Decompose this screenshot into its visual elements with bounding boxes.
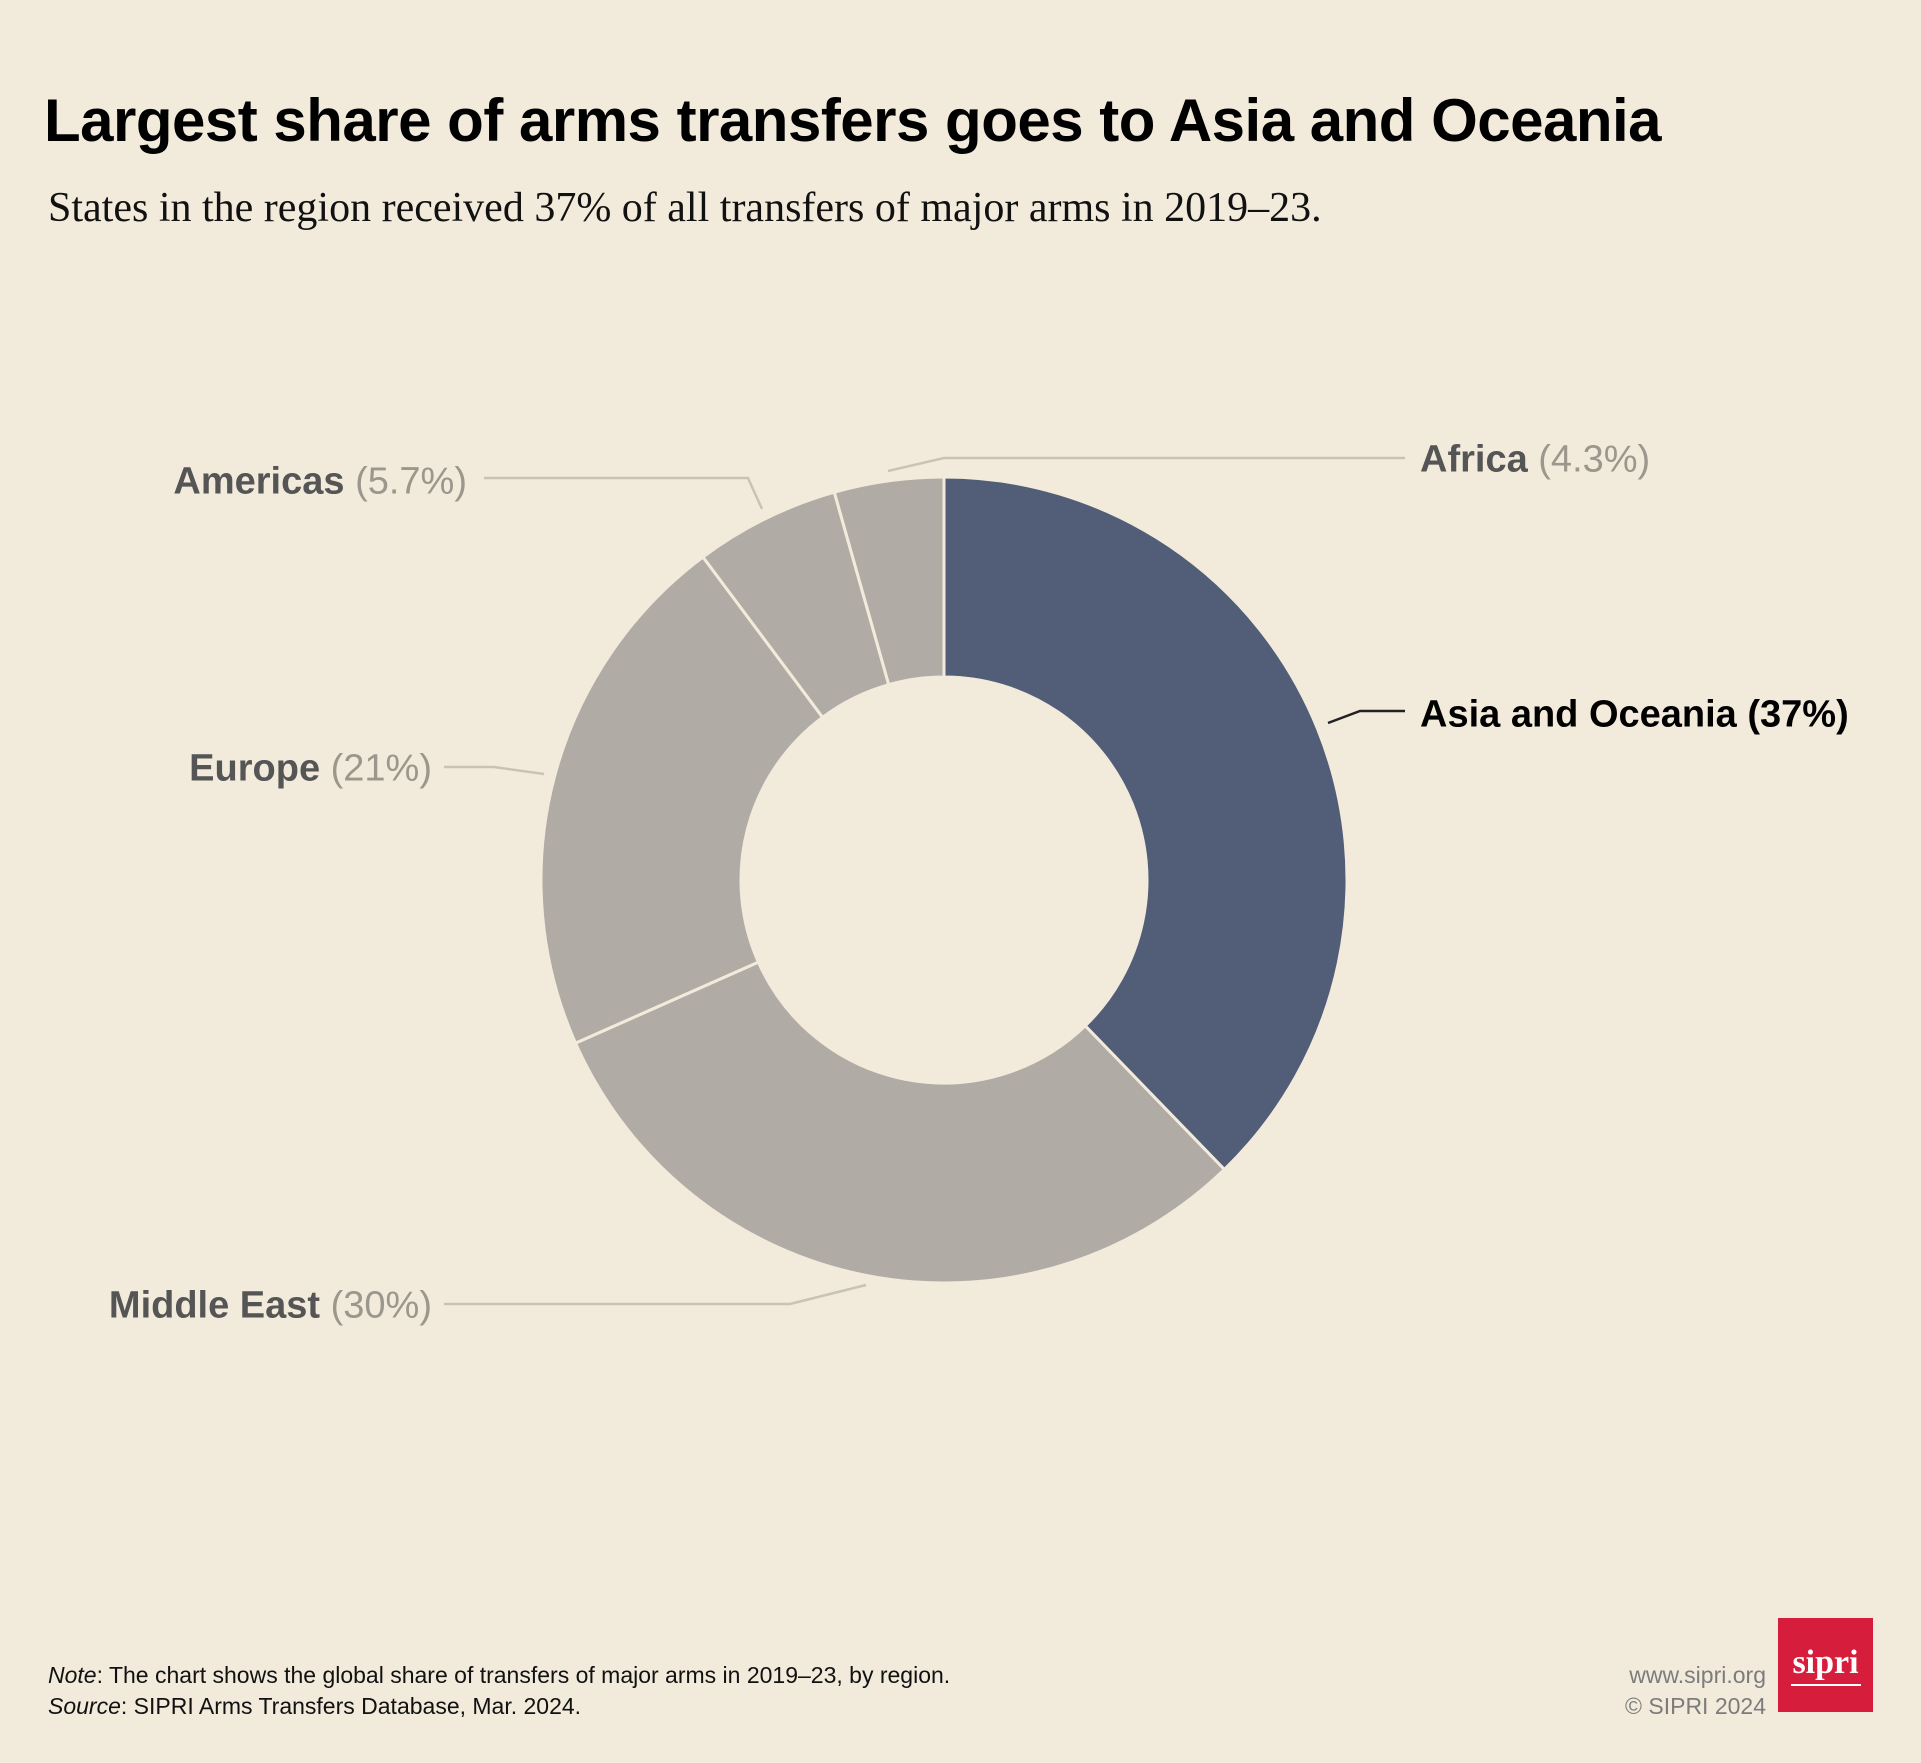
note-label: Note bbox=[48, 1662, 97, 1688]
slice-label-africa: Africa (4.3%) bbox=[1420, 438, 1650, 480]
website-link[interactable]: www.sipri.org bbox=[1629, 1662, 1766, 1688]
leader-line-middle-east bbox=[444, 1283, 867, 1306]
leader-line-africa bbox=[887, 456, 1405, 473]
slice-europe bbox=[539, 554, 825, 1046]
slice-value-asia-and-oceania: (37%) bbox=[1737, 693, 1849, 735]
leader-line-europe bbox=[444, 765, 545, 776]
note-text: : The chart shows the global share of tr… bbox=[96, 1662, 951, 1688]
chart-footer: Note: The chart shows the global share o… bbox=[48, 1660, 950, 1722]
chart-title: Largest share of arms transfers goes to … bbox=[44, 87, 1662, 154]
source-label: Source bbox=[48, 1693, 121, 1719]
slice-label-middle-east: Middle East (30%) bbox=[109, 1284, 432, 1326]
leader-line-americas bbox=[484, 476, 764, 510]
sipri-logo: sipri bbox=[1778, 1618, 1873, 1712]
slice-label-europe: Europe (21%) bbox=[189, 747, 432, 789]
logo-text: sipri bbox=[1792, 1644, 1859, 1681]
slice-name-asia-and-oceania: Asia and Oceania bbox=[1420, 693, 1738, 735]
footer-note: Note: The chart shows the global share o… bbox=[48, 1660, 950, 1691]
leader-line-asia-and-oceania bbox=[1327, 709, 1405, 725]
slice-labels: Asia and Oceania (37%) Middle East (30%) E… bbox=[109, 438, 1849, 1326]
slice-label-americas: Americas (5.7%) bbox=[173, 460, 467, 502]
source-text: : SIPRI Arms Transfers Database, Mar. 20… bbox=[120, 1693, 582, 1719]
slice-value-europe: (21%) bbox=[320, 747, 432, 789]
slice-name-middle-east: Middle East bbox=[109, 1284, 320, 1326]
slice-value-africa: (4.3%) bbox=[1528, 438, 1650, 480]
slice-value-middle-east: (30%) bbox=[320, 1284, 432, 1326]
credits: www.sipri.org © SIPRI 2024 bbox=[1625, 1660, 1766, 1722]
slice-value-americas: (5.7%) bbox=[345, 460, 467, 502]
label-leader-lines bbox=[444, 456, 1405, 1306]
slice-name-europe: Europe bbox=[189, 747, 320, 789]
slice-name-africa: Africa bbox=[1420, 438, 1529, 480]
slice-asia-and-oceania bbox=[942, 475, 1349, 1172]
footer-source: Source: SIPRI Arms Transfers Database, M… bbox=[48, 1691, 950, 1722]
donut-slices bbox=[539, 475, 1349, 1285]
slice-name-americas: Americas bbox=[173, 460, 344, 502]
chart-subtitle: States in the region received 37% of all… bbox=[48, 185, 1322, 231]
slice-middle-east bbox=[573, 960, 1227, 1285]
logo-underline bbox=[1790, 1684, 1861, 1686]
slice-label-asia-and-oceania: Asia and Oceania (37%) bbox=[1420, 693, 1849, 735]
slice-africa bbox=[832, 475, 946, 687]
copyright-text: © SIPRI 2024 bbox=[1625, 1693, 1766, 1719]
